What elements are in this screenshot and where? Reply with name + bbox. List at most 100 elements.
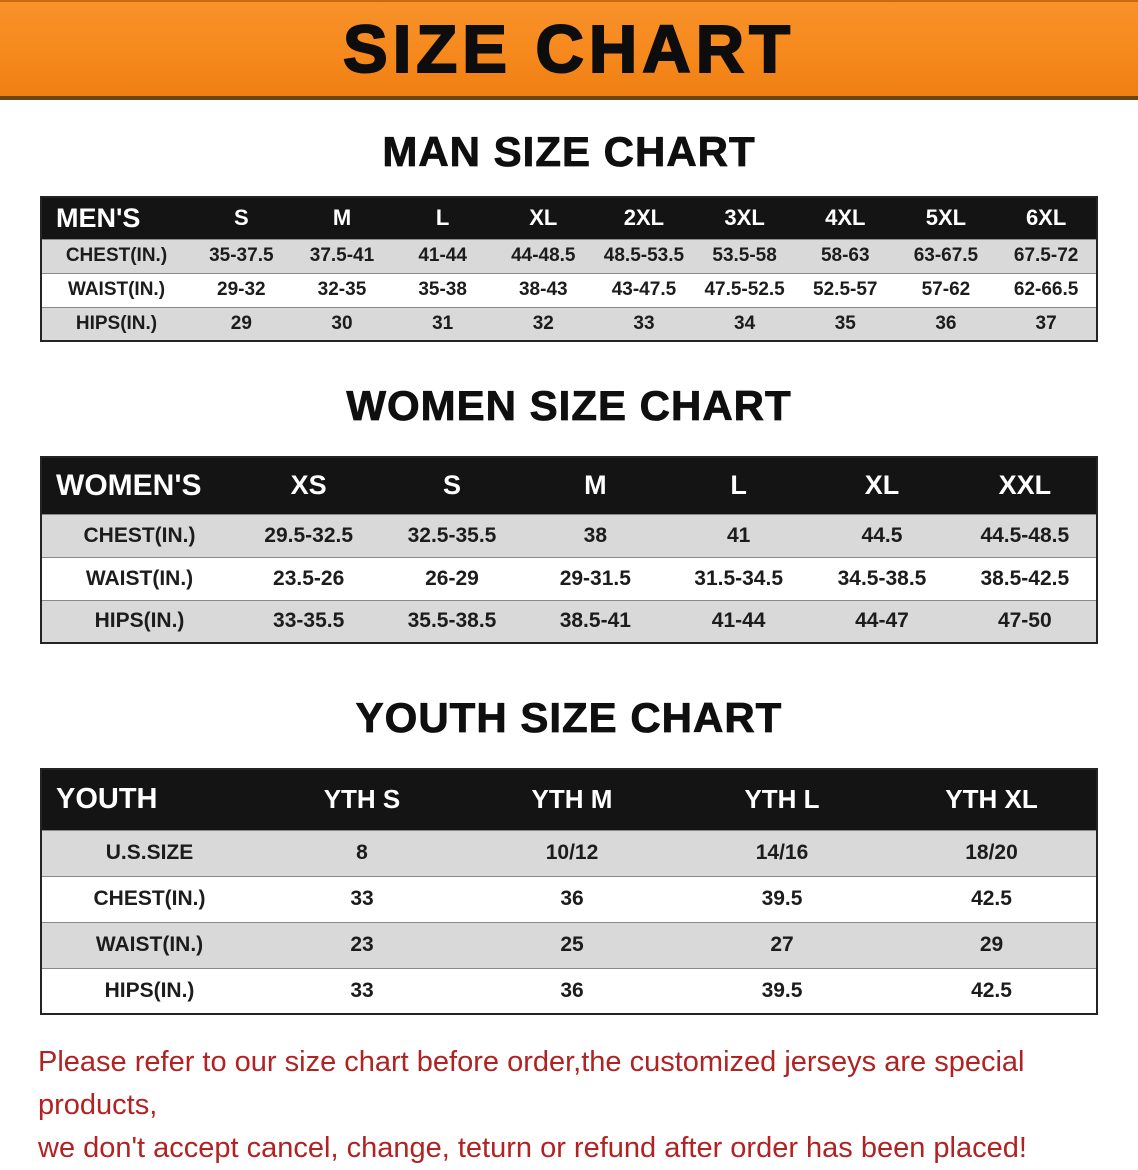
measurement-row: HIPS(IN.) 29 30 31 32 33 34 35 36 37: [41, 307, 1097, 341]
measurement-value-cell: 36: [935, 312, 957, 334]
measurement-row-label: WAIST(IN.): [85, 566, 194, 590]
measurement-value-cell: 53.5-58: [712, 245, 777, 266]
measurement-row: HIPS(IN.) 33-35.5 35.5-38.5 38.5-41 41-44 44-…: [41, 600, 1097, 643]
measurement-value-cell: 44-47: [855, 609, 909, 633]
measurement-value-cell: 47-50: [997, 609, 1052, 633]
size-column-header: YTH L: [677, 769, 887, 830]
size-column-header: XL: [492, 197, 594, 239]
measurement-value-cell: 34: [734, 312, 756, 334]
measurement-value-cell: 34.5-38.5: [837, 566, 927, 590]
measurement-row-label: HIPS(IN.): [104, 978, 195, 1002]
measurement-value-cell: 32.5-35.5: [407, 523, 497, 547]
measurement-row-label: WAIST(IN.): [95, 933, 204, 956]
size-column-header: YTH M: [467, 769, 677, 830]
size-column-header: L: [666, 457, 811, 514]
measurement-value-cell: 67.5-72: [1013, 245, 1079, 266]
table-header-row: YOUTH YTH S YTH M YTH L YTH XL: [41, 769, 1097, 830]
measurement-value-cell: 44.5-48.5: [980, 523, 1070, 547]
women-size-section: WOMEN SIZE CHART WOMEN'S XS S M L XL XXL CHEST(…: [0, 342, 1138, 644]
measurement-value-cell: 44.5: [861, 523, 903, 547]
measurement-value-cell: 36: [560, 887, 584, 910]
measurement-value-cell: 41: [726, 523, 751, 547]
measurement-row-label: U.S.SIZE: [105, 841, 194, 864]
measurement-value-cell: 62-66.5: [1013, 279, 1079, 300]
measurement-value-cell: 35: [834, 312, 856, 334]
size-column-header: 2XL: [593, 197, 695, 239]
measurement-row-label: CHEST(IN.): [93, 887, 206, 910]
size-column-header: XXL: [953, 457, 1097, 514]
measurement-value-cell: 10/12: [545, 841, 599, 864]
man-size-section: MAN SIZE CHART MEN'S S M L XL 2XL 3XL 4XL 5XL 6XL…: [0, 100, 1138, 342]
measurement-value-cell: 41-44: [418, 245, 467, 266]
measurement-value-cell: 33-35.5: [273, 609, 345, 633]
measurement-value-cell: 37.5-41: [309, 245, 375, 266]
banner-title: SIZE CHART: [342, 11, 795, 87]
measurement-value-cell: 47.5-52.5: [704, 279, 785, 300]
footer-notice: Please refer to our size chart before or…: [0, 1041, 1138, 1170]
measurement-value-cell: 36: [560, 978, 584, 1002]
women-size-table: WOMEN'S XS S M L XL XXL CHEST(IN.) 29.5-32.5 32.5…: [40, 456, 1098, 644]
measurement-value-cell: 42.5: [971, 978, 1012, 1002]
measurement-value-cell: 23: [350, 933, 374, 956]
measurement-value-cell: 57-62: [921, 279, 971, 300]
measurement-value-cell: 41-44: [711, 609, 766, 633]
table-group-label: WOMEN'S: [41, 457, 237, 514]
men-size-table: MEN'S S M L XL 2XL 3XL 4XL 5XL 6XL CHEST(IN.) 35-37…: [40, 196, 1098, 342]
size-column-header: 5XL: [895, 197, 997, 239]
measurement-row-label: WAIST(IN.): [67, 279, 166, 300]
size-column-header: XL: [810, 457, 954, 514]
measurement-row: WAIST(IN.) 23.5-26 26-29 29-31.5 31.5-34.5 34…: [41, 557, 1097, 600]
measurement-row-label: CHEST(IN.): [83, 523, 196, 547]
measurement-value-cell: 38.5-42.5: [980, 566, 1070, 590]
measurement-value-cell: 23.5-26: [273, 566, 345, 590]
measurement-value-cell: 29-32: [217, 279, 266, 300]
man-size-heading: MAN SIZE CHART: [382, 128, 756, 176]
size-column-header: M: [523, 457, 667, 514]
size-column-header: XS: [237, 457, 381, 514]
measurement-value-cell: 48.5-53.5: [603, 245, 685, 266]
table-header-row: MEN'S S M L XL 2XL 3XL 4XL 5XL 6XL: [41, 197, 1097, 239]
size-column-header: M: [291, 197, 393, 239]
size-column-header: S: [191, 197, 292, 239]
measurement-value-cell: 39.5: [761, 887, 803, 910]
measurement-value-cell: 31: [432, 312, 454, 334]
measurement-value-cell: 27: [770, 933, 794, 956]
measurement-value-cell: 30: [331, 312, 353, 334]
measurement-row-label: HIPS(IN.): [94, 609, 185, 633]
youth-size-table: YOUTH YTH S YTH M YTH L YTH XL U.S.SIZE 8 10/12…: [40, 768, 1098, 1015]
measurement-value-cell: 35-38: [418, 279, 467, 300]
measurement-row: CHEST(IN.) 33 36 39.5 42.5: [41, 876, 1097, 922]
measurement-value-cell: 38.5-41: [559, 609, 631, 633]
size-column-header: 3XL: [694, 197, 795, 239]
measurement-row: WAIST(IN.) 23 25 27 29: [41, 922, 1097, 968]
measurement-value-cell: 42.5: [971, 887, 1012, 910]
measurement-value-cell: 35.5-38.5: [407, 609, 497, 633]
footer-notice-line1: Please refer to our size chart before or…: [38, 1046, 1025, 1121]
measurement-value-cell: 33: [633, 312, 655, 334]
table-group-label: MEN'S: [41, 197, 191, 239]
measurement-value-cell: 29-31.5: [559, 566, 631, 590]
measurement-value-cell: 33: [350, 887, 374, 910]
measurement-row: U.S.SIZE 8 10/12 14/16 18/20: [41, 830, 1097, 876]
measurement-value-cell: 29: [230, 312, 252, 334]
youth-size-heading: YOUTH SIZE CHART: [355, 694, 783, 742]
footer-notice-line2: we don't accept cancel, change, teturn o…: [38, 1131, 1027, 1164]
size-column-header: S: [380, 457, 524, 514]
measurement-value-cell: 43-47.5: [611, 279, 677, 300]
measurement-value-cell: 14/16: [755, 841, 809, 864]
measurement-value-cell: 32-35: [317, 279, 367, 300]
measurement-value-cell: 37: [1035, 312, 1057, 334]
measurement-value-cell: 8: [356, 841, 368, 864]
measurement-value-cell: 38: [583, 523, 607, 547]
size-column-header: L: [392, 197, 493, 239]
measurement-value-cell: 29.5-32.5: [264, 523, 354, 547]
measurement-value-cell: 35-37.5: [209, 245, 274, 266]
size-column-header: 6XL: [996, 197, 1097, 239]
measurement-row-label: CHEST(IN.): [65, 245, 168, 266]
measurement-value-cell: 58-63: [820, 245, 870, 266]
measurement-row: CHEST(IN.) 29.5-32.5 32.5-35.5 38 41 44.5 44.5…: [41, 514, 1097, 557]
women-size-heading: WOMEN SIZE CHART: [346, 382, 792, 430]
measurement-value-cell: 38-43: [518, 279, 568, 300]
measurement-value-cell: 44-48.5: [511, 245, 576, 266]
measurement-row-label: HIPS(IN.): [75, 312, 158, 334]
